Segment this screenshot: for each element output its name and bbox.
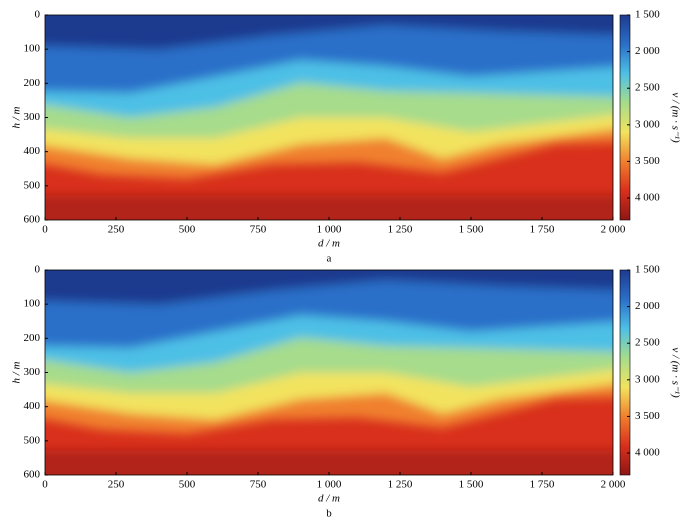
caption: b: [326, 508, 332, 520]
y-axis-label: h / m: [11, 361, 23, 383]
y-tick-label: 0: [35, 9, 41, 21]
x-tick-label: 250: [108, 479, 125, 491]
y-tick-label: 300: [24, 366, 41, 378]
x-tick-label: 0: [42, 479, 48, 491]
x-tick-label: 250: [108, 224, 125, 236]
cbar-tick-label: 2 000: [635, 300, 660, 312]
heatmap: [45, 15, 613, 220]
x-tick-label: 750: [250, 479, 267, 491]
y-tick-label: 100: [24, 298, 41, 310]
cbar-tick-label: 2 500: [635, 337, 660, 349]
cbar-tick-label: 4 000: [635, 192, 660, 204]
x-axis-label: d / m: [318, 493, 340, 505]
colorbar: [619, 14, 631, 221]
y-tick-label: 200: [24, 332, 41, 344]
y-tick-label: 100: [24, 43, 41, 55]
y-tick-label: 200: [24, 77, 41, 89]
cbar-tick-label: 2 000: [635, 45, 660, 57]
heat-layer: [45, 270, 613, 305]
heatmap: [45, 270, 613, 475]
x-tick-label: 1 500: [459, 224, 484, 236]
cbar-label: v / (m · s⁻¹): [669, 347, 681, 398]
heat-deep: [45, 195, 613, 220]
y-tick-label: 600: [24, 469, 41, 481]
y-tick-label: 400: [24, 400, 41, 412]
x-tick-label: 750: [250, 224, 267, 236]
x-tick-label: 0: [42, 224, 48, 236]
cbar-tick-label: 1 500: [635, 9, 660, 21]
heat-layer: [45, 15, 613, 50]
caption: a: [327, 253, 332, 265]
x-axis-label: d / m: [318, 238, 340, 250]
y-tick-label: 400: [24, 145, 41, 157]
x-tick-label: 2 000: [601, 479, 626, 491]
y-tick-label: 300: [24, 111, 41, 123]
y-tick-label: 0: [35, 264, 41, 276]
cbar-tick-label: 1 500: [635, 264, 660, 276]
y-tick-label: 600: [24, 214, 41, 226]
heat-layers: [45, 15, 613, 220]
x-tick-label: 1 250: [388, 479, 413, 491]
x-tick-label: 1 750: [530, 479, 555, 491]
cbar-tick-label: 2 500: [635, 82, 660, 94]
heat-layers: [45, 270, 613, 475]
x-tick-label: 1 750: [530, 224, 555, 236]
cbar-label: v / (m · s⁻¹): [669, 92, 681, 143]
x-tick-label: 500: [179, 224, 196, 236]
cbar-tick-label: 4 000: [635, 447, 660, 459]
cbar-tick-label: 3 500: [635, 410, 660, 422]
x-tick-label: 1 000: [317, 224, 342, 236]
y-tick-label: 500: [24, 434, 41, 446]
cbar-tick-label: 3 000: [635, 118, 660, 130]
cbar-tick-label: 3 500: [635, 155, 660, 167]
x-tick-label: 1 500: [459, 479, 484, 491]
colorbar: [619, 269, 631, 476]
heat-deep: [45, 450, 613, 475]
x-tick-label: 2 000: [601, 224, 626, 236]
y-tick-label: 500: [24, 179, 41, 191]
x-tick-label: 1 250: [388, 224, 413, 236]
x-tick-label: 1 000: [317, 479, 342, 491]
cbar-tick-label: 3 000: [635, 373, 660, 385]
y-axis-label: h / m: [11, 106, 23, 128]
x-tick-label: 500: [179, 479, 196, 491]
